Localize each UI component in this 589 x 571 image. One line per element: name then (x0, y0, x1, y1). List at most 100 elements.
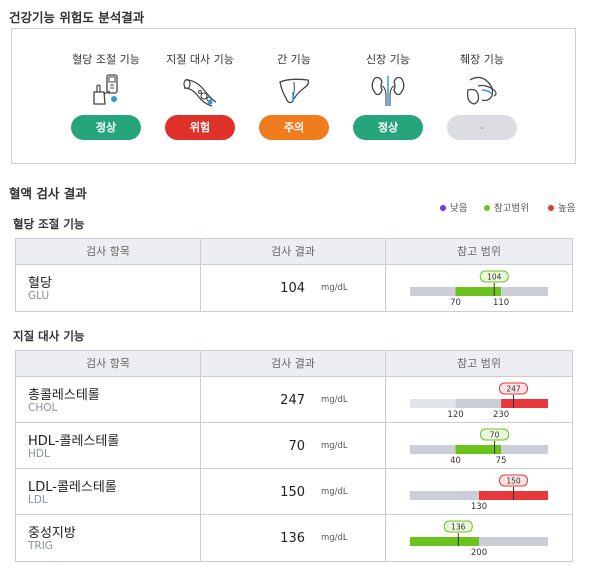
risk-label: 신장 기능 (366, 53, 410, 66)
test-name: 중성지방 (28, 526, 76, 541)
range-segment (455, 399, 502, 408)
range-bar: 200 136 (410, 520, 548, 558)
value-bubble (499, 382, 528, 395)
glucose-meter-icon (93, 74, 118, 105)
range-bar: 130 150 (410, 474, 548, 512)
range-segment (410, 287, 456, 296)
risk-summary-panel: 혈당 조절 기능 정상 지질 대사 기능 위험 간 기능 (11, 28, 576, 164)
test-code: HDL (28, 448, 50, 460)
range-segment (455, 287, 502, 296)
risk-item-pancreas: 췌장 기능 - (434, 53, 530, 140)
test-code: TRIG (28, 540, 53, 552)
test-name: 혈당 (28, 276, 52, 291)
value-bubble-label: 247 (506, 385, 521, 394)
range-segment (410, 445, 456, 454)
value-bubble (479, 270, 509, 283)
value-bubble-label: 136 (451, 523, 466, 532)
legend-low: 낮음 (440, 200, 467, 214)
range-tick-label: 75 (496, 456, 507, 466)
test-unit: mg/dL (321, 283, 348, 293)
table-row: LDL-콜레스테롤 LDL 150 mg/dL 130 150 (16, 469, 572, 515)
range-segment (410, 537, 479, 546)
blood-vessel-icon (183, 78, 217, 107)
value-bubble (499, 474, 528, 487)
range-bar: 40 75 70 (410, 428, 548, 466)
range-segment (501, 399, 548, 408)
value-bubble (443, 520, 473, 533)
liver-icon (279, 78, 310, 104)
range-segment (455, 445, 502, 454)
range-segment (501, 445, 548, 454)
risk-label: 혈당 조절 기능 (72, 53, 140, 66)
risk-status-pill: 주의 (259, 115, 329, 140)
header-result: 검사 결과 (201, 239, 386, 264)
header-range: 참고 범위 (457, 245, 501, 258)
table-row: 중성지방 TRIG 136 mg/dL 200 136 (16, 515, 572, 561)
legend-low-label: 낮음 (450, 203, 468, 214)
table-row: HDL-콜레스테롤 HDL 70 mg/dL 40 75 70 (16, 423, 572, 469)
risk-status-pill: 정상 (353, 115, 423, 140)
test-value: 150 (280, 485, 305, 500)
value-bubble-label: 70 (490, 431, 500, 440)
test-value: 104 (280, 281, 305, 296)
kidney-icon (371, 76, 405, 106)
blood-section-title: 혈액 검사 결과 (9, 186, 87, 201)
risk-status-pill: 위험 (165, 115, 235, 140)
table-row: 혈당 GLU 104 mg/dL 70 110 104 (16, 265, 572, 311)
range-segment (501, 287, 548, 296)
range-tick-label: 130 (471, 502, 487, 512)
test-name: LDL-콜레스테롤 (28, 480, 117, 495)
group-title-glucose: 혈당 조절 기능 (13, 217, 85, 231)
risk-item-glucose: 혈당 조절 기능 정상 (58, 53, 154, 140)
test-value: 247 (280, 393, 305, 408)
risk-status-pill: 정상 (71, 115, 141, 140)
test-code: GLU (28, 290, 50, 302)
value-bubble-label: 104 (487, 273, 502, 282)
table-row: 총콜레스테롤 CHOL 247 mg/dL 120 230 247 (16, 377, 572, 423)
range-tick-label: 40 (450, 456, 461, 466)
risk-label: 췌장 기능 (460, 53, 504, 66)
group-title-lipid: 지질 대사 기능 (13, 329, 85, 343)
test-value: 136 (280, 531, 305, 546)
test-code: LDL (28, 494, 48, 506)
range-tick-label: 200 (471, 548, 487, 558)
risk-status-pill: - (447, 115, 517, 140)
risk-label: 간 기능 (277, 53, 311, 66)
range-segment (410, 491, 479, 500)
test-unit: mg/dL (321, 441, 348, 451)
range-tick-label: 230 (493, 410, 509, 420)
results-table-glucose: 검사 항목 검사 결과 참고 범위 혈당 GLU 104 mg/dL 70 110… (15, 238, 573, 312)
range-bar: 70 110 104 (410, 270, 548, 308)
risk-item-liver: 간 기능 주의 (246, 53, 342, 140)
test-unit: mg/dL (321, 487, 348, 497)
results-table-lipid: 검사 항목 검사 결과 참고 범위 총콜레스테롤 CHOL 247 mg/dL … (15, 350, 573, 562)
value-bubble-label: 150 (506, 477, 521, 486)
legend-ref: 참고범위 (484, 200, 529, 214)
test-name: 총콜레스테롤 (28, 388, 100, 403)
header-item: 검사 항목 (16, 351, 201, 376)
test-code: CHOL (28, 402, 58, 414)
risk-item-lipid: 지질 대사 기능 위험 (152, 53, 248, 140)
range-tick-label: 120 (447, 410, 463, 420)
header-item: 검사 항목 (16, 239, 201, 264)
range-tick-label: 110 (493, 298, 509, 308)
range-bar: 120 230 247 (410, 382, 548, 420)
test-unit: mg/dL (321, 533, 348, 543)
range-segment (479, 537, 548, 546)
value-bubble (480, 428, 510, 441)
table-header: 검사 항목 검사 결과 참고 범위 (16, 239, 572, 265)
range-tick-label: 70 (450, 298, 461, 308)
pancreas-icon (466, 76, 497, 105)
test-name: HDL-콜레스테롤 (28, 434, 120, 449)
legend-high-label: 높음 (558, 203, 576, 214)
test-unit: mg/dL (321, 395, 348, 405)
risk-item-kidney: 신장 기능 정상 (340, 53, 436, 140)
legend-high: 높음 (548, 200, 575, 214)
risk-section-title: 건강기능 위험도 분석결과 (9, 10, 145, 25)
test-value: 70 (288, 439, 305, 454)
table-header: 검사 항목 검사 결과 참고 범위 (16, 351, 572, 377)
legend-ref-label: 참고범위 (494, 203, 529, 214)
risk-label: 지질 대사 기능 (166, 53, 234, 66)
range-segment (410, 399, 456, 408)
header-result: 검사 결과 (201, 351, 386, 376)
